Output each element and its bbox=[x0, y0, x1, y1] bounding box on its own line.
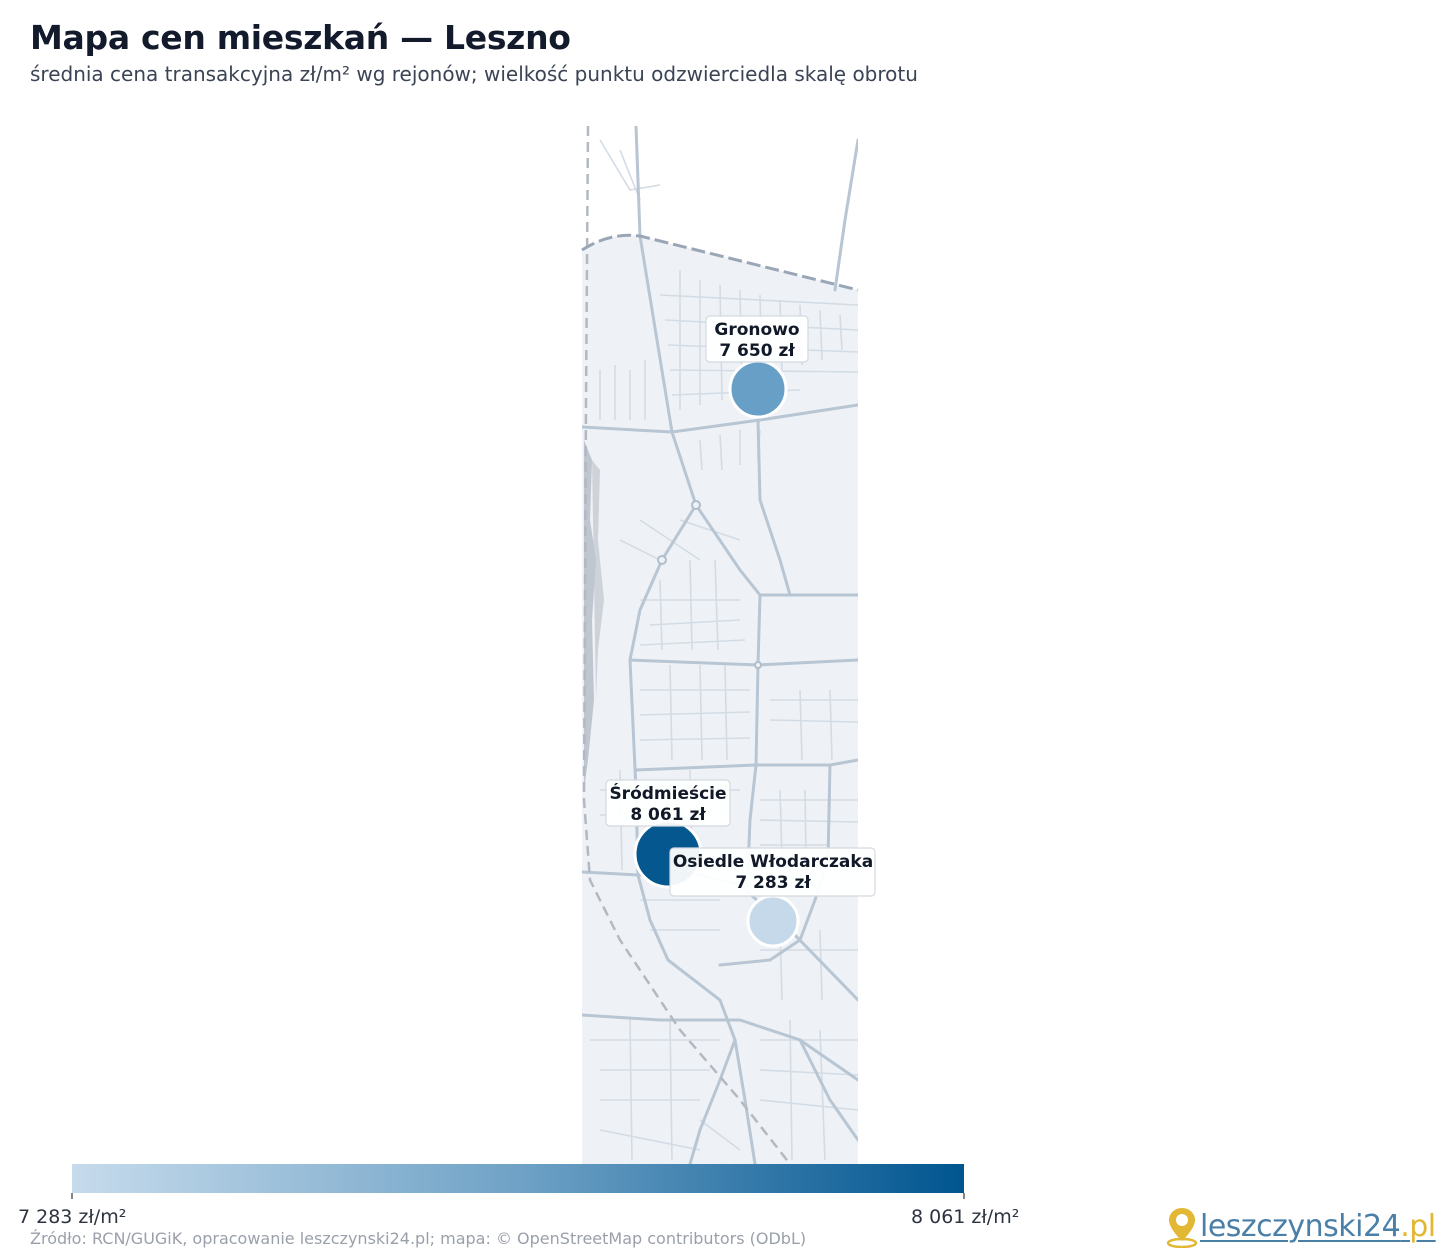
logo-wordmark: leszczynski24.pl bbox=[1200, 1209, 1436, 1244]
district-name: Śródmieście bbox=[609, 782, 726, 804]
district-price: 7 650 zł bbox=[719, 341, 795, 361]
city-boundary bbox=[581, 233, 859, 292]
page-subtitle: średnia cena transakcyjna zł/m² wg rejon… bbox=[30, 62, 918, 86]
district-osiedle-wlodarczaka[interactable]: Osiedle Włodarczaka 7 283 zł bbox=[669, 847, 876, 948]
major-roads bbox=[582, 126, 858, 1164]
district-name: Gronowo bbox=[714, 320, 799, 340]
district-price: 8 061 zł bbox=[630, 805, 706, 825]
logo-tld: .pl bbox=[1400, 1208, 1436, 1244]
color-legend bbox=[71, 1164, 965, 1199]
legend-max-label: 8 061 zł/m² bbox=[911, 1206, 1020, 1228]
roundabouts bbox=[657, 500, 762, 669]
district-gronowo[interactable]: Gronowo 7 650 zł bbox=[705, 315, 809, 419]
district-name: Osiedle Włodarczaka bbox=[673, 852, 873, 872]
legend-gradient-bar bbox=[72, 1164, 964, 1193]
forest-patches bbox=[584, 440, 604, 790]
logo-main: leszczynski24 bbox=[1200, 1208, 1401, 1244]
legend-min-label: 7 283 zł/m² bbox=[18, 1206, 127, 1228]
railway-line bbox=[582, 126, 791, 1164]
map-pin-icon bbox=[1166, 1208, 1198, 1248]
basemap bbox=[582, 126, 858, 1164]
label-box bbox=[669, 847, 876, 897]
brand-logo[interactable]: leszczynski24.pl bbox=[1164, 1204, 1436, 1248]
page-title: Mapa cen mieszkań — Leszno bbox=[30, 18, 571, 57]
label-box bbox=[705, 315, 809, 363]
label-box bbox=[605, 779, 731, 827]
district-price: 7 283 zł bbox=[735, 873, 811, 893]
district-marker[interactable] bbox=[728, 359, 788, 419]
source-note: Źródło: RCN/GUGiK, opracowanie leszczyns… bbox=[30, 1229, 807, 1248]
district-marker[interactable] bbox=[746, 894, 800, 948]
